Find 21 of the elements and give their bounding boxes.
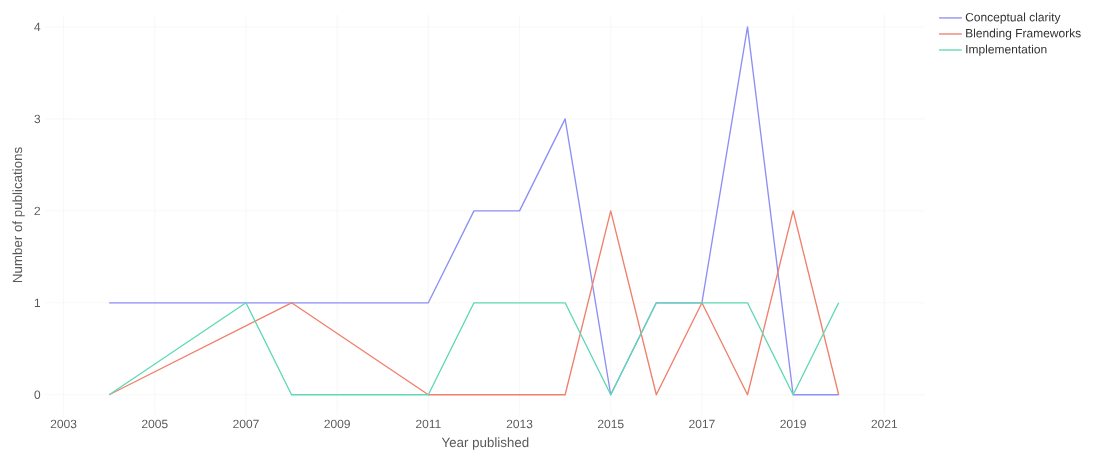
line-series <box>108 26 840 396</box>
y-tick-label: 4 <box>34 22 41 32</box>
x-tick-label: 2005 <box>142 419 168 429</box>
x-tick-label: 2021 <box>871 419 898 429</box>
x-tick-label: 2015 <box>597 419 624 429</box>
legend-label: Blending Frameworks <box>966 28 1081 40</box>
legend-label: Implementation <box>966 44 1047 56</box>
y-axis-title: Number of publications <box>12 147 25 283</box>
y-tick-label: 0 <box>34 390 41 400</box>
x-tick-label: 2009 <box>324 419 350 429</box>
x-tick-label: 2019 <box>780 419 806 429</box>
y-tick-label: 3 <box>34 114 41 124</box>
y-tick-label: 1 <box>34 298 41 307</box>
x-tick-label: 2013 <box>506 419 533 429</box>
x-tick-label: 2017 <box>689 419 715 429</box>
x-tick-label: 2007 <box>233 419 259 429</box>
x-axis-title: Year published <box>441 437 529 450</box>
x-tick-label: 2003 <box>50 419 77 429</box>
legend-label: Conceptual clarity <box>965 12 1061 24</box>
y-tick-label: 2 <box>34 206 41 216</box>
x-tick-label: 2011 <box>416 419 441 429</box>
